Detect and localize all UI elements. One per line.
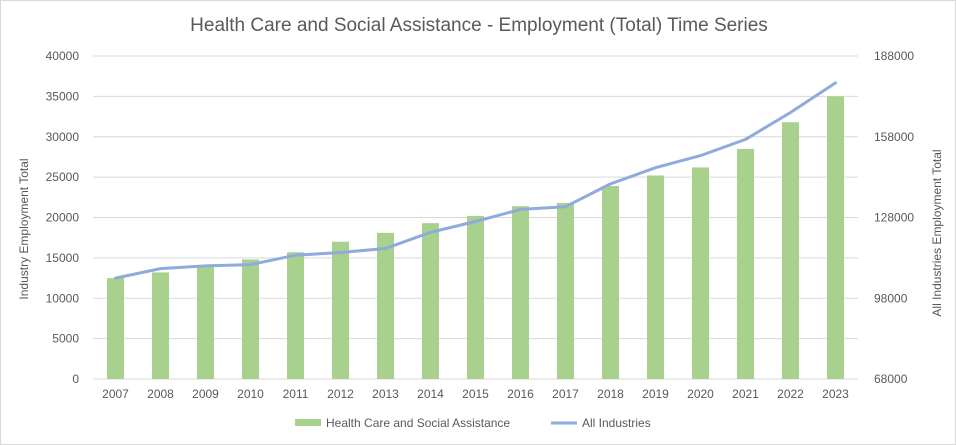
bar [197,265,214,379]
bar [602,186,619,379]
legend: Health Care and Social Assistance All In… [295,416,651,430]
x-tick-label: 2017 [552,387,579,401]
bar [782,122,799,379]
x-tick-label: 2020 [687,387,714,401]
left-tick-label: 40000 [46,49,80,63]
x-tick-label: 2012 [327,387,354,401]
right-tick-label: 68000 [874,372,908,386]
left-tick-label: 25000 [46,170,80,184]
x-tick-label: 2018 [597,387,624,401]
x-tick-label: 2010 [237,387,264,401]
legend-label-health-care: Health Care and Social Assistance [326,416,510,430]
x-tick-label: 2009 [192,387,219,401]
x-tick-label: 2023 [822,387,849,401]
x-tick-label: 2008 [147,387,174,401]
line-series [114,81,837,280]
bar [332,241,349,379]
x-tick-label: 2019 [642,387,669,401]
bar [242,259,259,379]
left-tick-label: 0 [72,372,79,386]
x-tick-label: 2016 [507,387,534,401]
right-axis-title: All Industries Employment Total [930,149,944,316]
bar [647,175,664,379]
x-tick-label: 2011 [283,387,309,401]
right-tick-label: 128000 [874,211,914,225]
bar-series [107,96,844,379]
bar [557,202,574,379]
bar [377,232,394,379]
bar [107,278,124,379]
bar [692,167,709,379]
left-tick-label: 35000 [46,89,80,103]
right-axis-ticks: 68000 98000 128000 158000 188000 [874,49,914,386]
bar [737,148,754,379]
left-axis-ticks: 0 5000 10000 15000 20000 25000 30000 35000 40000 [46,49,80,386]
x-axis-ticks: 2007 2008 2009 2010 2011 2012 2013 2014 2015 2016… [102,387,849,401]
left-tick-label: 5000 [52,332,79,346]
left-tick-label: 10000 [46,291,80,305]
left-tick-label: 30000 [46,130,80,144]
x-tick-label: 2022 [777,387,804,401]
bar [512,206,529,379]
legend-swatch-health-care [295,419,321,426]
bar [422,223,439,379]
bar [467,215,484,379]
x-tick-label: 2015 [462,387,489,401]
x-tick-label: 2014 [417,387,444,401]
right-tick-label: 158000 [874,130,914,144]
bar [152,272,169,379]
bar [827,96,844,379]
x-tick-label: 2013 [372,387,399,401]
left-tick-label: 15000 [46,251,80,265]
left-axis-title: Industry Employment Total [17,158,31,299]
legend-label-all-industries: All Industries [582,416,651,430]
x-tick-label: 2007 [102,387,129,401]
right-tick-label: 98000 [874,291,908,305]
all-industries-line [114,81,837,280]
x-tick-label: 2021 [732,387,759,401]
chart-title: Health Care and Social Assistance - Empl… [190,15,768,36]
bar [287,252,304,379]
left-tick-label: 20000 [46,211,80,225]
right-tick-label: 188000 [874,49,914,63]
